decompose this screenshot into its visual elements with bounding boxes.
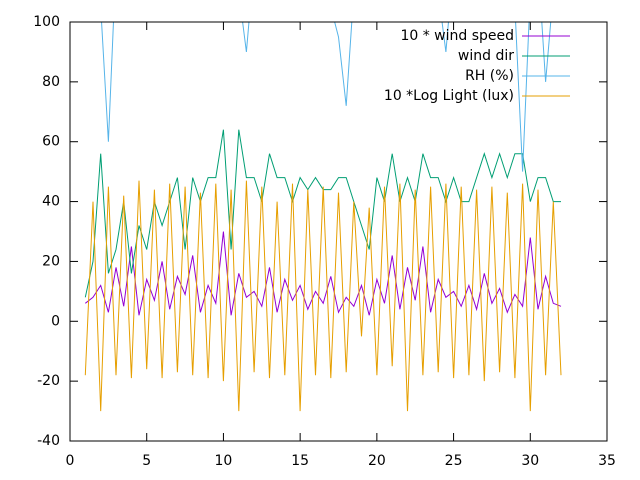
- legend-label: RH (%): [465, 68, 514, 84]
- series-line: [84, 231, 562, 316]
- y-tick-label: 0: [51, 313, 60, 329]
- legend-label: wind dir: [458, 48, 514, 64]
- series-line: [101, 22, 552, 172]
- series-line: [84, 129, 561, 298]
- series-line: [84, 180, 562, 412]
- y-tick-label: 80: [42, 74, 60, 90]
- x-tick-label: 25: [445, 453, 463, 469]
- y-tick-label: -40: [37, 433, 60, 449]
- y-tick-label: 20: [42, 253, 60, 269]
- x-tick-label: 0: [66, 453, 75, 469]
- x-tick-label: 10: [215, 453, 233, 469]
- y-tick-label: -20: [37, 373, 60, 389]
- plot-border: [69, 21, 608, 442]
- x-tick-label: 35: [598, 453, 616, 469]
- x-tick-label: 20: [368, 453, 386, 469]
- y-tick-label: 40: [42, 194, 60, 210]
- y-tick-label: 100: [33, 14, 60, 30]
- legend-label: 10 *Log Light (lux): [384, 88, 514, 104]
- x-tick-label: 30: [521, 453, 539, 469]
- plot-area: [84, 22, 562, 412]
- y-tick-label: 60: [42, 134, 60, 150]
- x-tick-label: 5: [142, 453, 151, 469]
- legend-label: 10 * wind speed: [400, 28, 514, 44]
- x-tick-label: 15: [291, 453, 309, 469]
